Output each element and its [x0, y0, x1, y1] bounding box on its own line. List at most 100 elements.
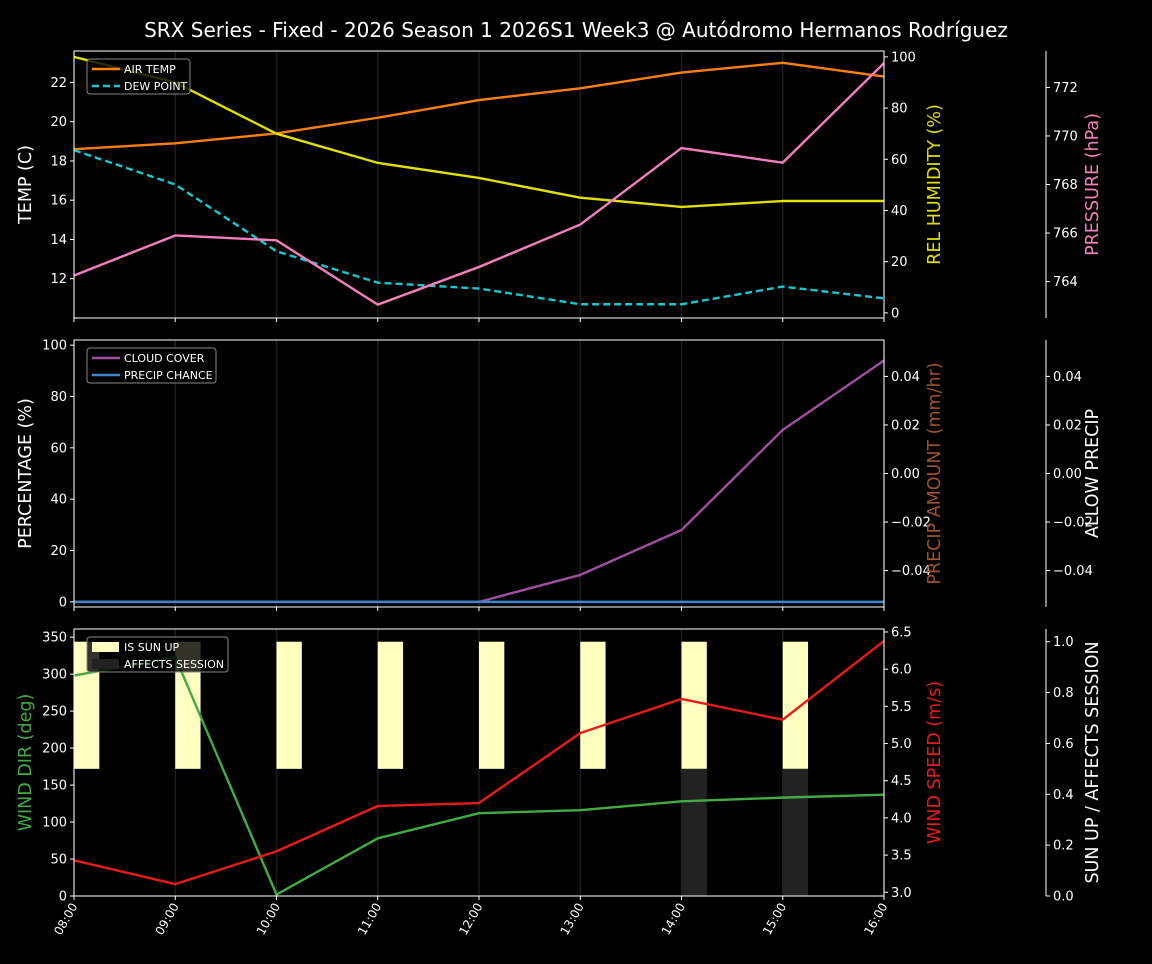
axis-label: REL HUMIDITY (%) — [925, 104, 945, 265]
axis-label: WIND DIR (deg) — [16, 694, 36, 832]
series-line-axis-1 — [73, 639, 885, 886]
y-tick-label: 18 — [50, 154, 67, 169]
y-tick-label: 0.6 — [1053, 737, 1074, 752]
series-line-air-temp — [73, 61, 885, 151]
y-tick-label: 4.5 — [891, 774, 912, 789]
y-tick-label: 60 — [50, 441, 67, 456]
affects-session-bar — [681, 768, 707, 896]
series-line-dew-point — [73, 149, 885, 306]
y-tick-label: 4.0 — [891, 811, 912, 826]
sun-up-bar — [681, 641, 707, 769]
y-tick-label: 772 — [1053, 81, 1078, 96]
x-tick-label: 08:00 — [51, 901, 80, 938]
y-tick-label: 3.5 — [891, 849, 912, 864]
legend-label: IS SUN UP — [124, 641, 180, 654]
y-tick-label: 22 — [50, 76, 67, 91]
y-tick-label: 20 — [50, 544, 67, 559]
sun-up-bar — [580, 641, 606, 769]
x-tick-label: 09:00 — [152, 901, 181, 938]
axis-label: SUN UP / AFFECTS SESSION — [1083, 641, 1103, 883]
y-tick-label: 766 — [1053, 227, 1078, 242]
y-tick-label: 0.04 — [1053, 370, 1082, 385]
legend: IS SUN UP AFFECTS SESSION — [86, 636, 229, 673]
y-tick-label: 0.00 — [1053, 467, 1082, 482]
y-tick-label: 0.0 — [1053, 890, 1074, 905]
x-tick-label: 13:00 — [557, 901, 586, 938]
x-tick-label: 16:00 — [861, 901, 890, 938]
y-tick-label: 40 — [50, 493, 67, 508]
y-tick-label: 0 — [59, 890, 67, 905]
y-tick-label: 3.0 — [891, 886, 912, 901]
y-tick-label: 1.0 — [1053, 635, 1074, 650]
y-tick-label: 100 — [42, 816, 67, 831]
legend-label: CLOUD COVER — [124, 352, 205, 365]
y-tick-label: 0.4 — [1053, 788, 1074, 803]
y-tick-label: 200 — [42, 742, 67, 757]
y-tick-label: 20 — [50, 115, 67, 130]
y-tick-label: 16 — [50, 194, 67, 209]
y-tick-label: −0.04 — [891, 564, 931, 579]
y-tick-label: 6.0 — [891, 663, 912, 678]
legend-box — [86, 58, 191, 95]
y-tick-label: 770 — [1053, 129, 1078, 144]
legend-box — [86, 636, 229, 673]
y-tick-label: 80 — [891, 102, 908, 117]
affects-session-bar — [782, 768, 809, 896]
sun-up-bar — [276, 641, 302, 769]
panel-1: 12 14 16 18 20 22 TEMP (C) 0 20 40 60 80 100 REL HUMI… — [16, 50, 1103, 322]
y-tick-label: 0.2 — [1053, 839, 1074, 854]
y-tick-label: 0.00 — [891, 467, 920, 482]
y-tick-label: 0.02 — [891, 418, 920, 433]
legend-label: AFFECTS SESSION — [124, 658, 224, 671]
legend: CLOUD COVER PRECIP CHANCE — [86, 347, 217, 384]
axis-label: PRECIP AMOUNT (mm/hr) — [925, 362, 945, 584]
x-tick-label: 14:00 — [659, 901, 688, 938]
y-tick-label: 6.5 — [891, 625, 912, 640]
series-line-axis-2 — [73, 62, 885, 306]
panel-3: 08:00 09:00 10:00 11:00 12:00 13:00 14:00 15:00… — [16, 625, 1103, 937]
sun-up-bar — [782, 641, 809, 769]
legend-swatch — [92, 642, 119, 652]
x-tick-label: 10:00 — [254, 901, 283, 938]
y-tick-label: 0 — [891, 306, 899, 321]
y-tick-label: 150 — [42, 779, 67, 794]
y-tick-label: 764 — [1053, 275, 1078, 290]
x-tick-label: 11:00 — [355, 901, 384, 938]
legend-label: PRECIP CHANCE — [124, 369, 213, 382]
chart-title: SRX Series - Fixed - 2026 Season 1 2026S… — [144, 18, 1008, 42]
x-tick-label: 12:00 — [456, 901, 485, 938]
y-tick-label: 80 — [50, 390, 67, 405]
series-line-axis-0 — [73, 655, 885, 896]
x-tick-label: 15:00 — [760, 901, 789, 938]
y-tick-label: 5.5 — [891, 700, 912, 715]
y-tick-label: 0.8 — [1053, 686, 1074, 701]
axis-label: TEMP (C) — [16, 145, 36, 225]
y-tick-label: 100 — [891, 50, 916, 65]
y-tick-label: 0 — [59, 595, 67, 610]
y-tick-label: 60 — [891, 153, 908, 168]
y-tick-label: 0.04 — [891, 370, 920, 385]
y-tick-label: 14 — [50, 233, 67, 248]
y-tick-label: 250 — [42, 705, 67, 720]
y-tick-label: 5.0 — [891, 737, 912, 752]
y-tick-label: 50 — [50, 853, 67, 868]
series-line-axis-1 — [73, 55, 884, 209]
legend-label: AIR TEMP — [124, 63, 176, 76]
y-tick-label: 768 — [1053, 178, 1078, 193]
y-tick-label: 20 — [891, 255, 908, 270]
y-tick-label: 40 — [891, 204, 908, 219]
y-tick-label: 0.02 — [1053, 418, 1082, 433]
y-tick-label: 300 — [42, 668, 67, 683]
y-tick-label: −0.02 — [891, 516, 931, 531]
sun-up-bar — [479, 641, 505, 769]
y-tick-label: 100 — [42, 339, 67, 354]
legend-swatch — [92, 659, 119, 669]
sun-up-bar — [377, 641, 404, 769]
y-tick-label: 350 — [42, 631, 67, 646]
legend-label: DEW POINT — [124, 80, 188, 93]
axis-label: PRESSURE (hPa) — [1083, 113, 1103, 256]
y-tick-label: −0.04 — [1053, 564, 1093, 579]
legend: AIR TEMP DEW POINT — [86, 58, 191, 95]
axis-label: WIND SPEED (m/s) — [925, 681, 945, 844]
